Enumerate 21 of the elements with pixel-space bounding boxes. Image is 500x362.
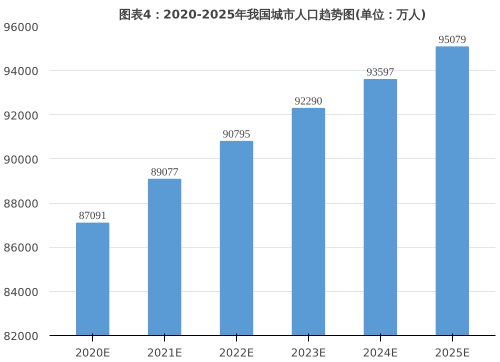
data-label: 89077	[150, 166, 179, 178]
y-tick-label: 92000	[4, 109, 39, 122]
data-label: 93597	[366, 66, 395, 79]
chart-title: 图表4：2020-2025年我国城市人口趋势图(单位：万人)	[118, 8, 426, 22]
data-label: 95079	[438, 34, 467, 46]
x-tick-label: 2020E	[75, 346, 110, 360]
data-label: 90795	[222, 128, 251, 140]
y-tick-label: 90000	[4, 153, 39, 166]
x-tick-label: 2023E	[290, 346, 326, 360]
y-tick-label: 86000	[4, 242, 39, 255]
data-label: 92290	[294, 95, 323, 108]
x-tick-label: 2024E	[362, 346, 398, 360]
y-tick-label: 96000	[4, 21, 39, 34]
y-tick-label: 94000	[4, 65, 39, 78]
x-tick-label: 2021E	[147, 346, 182, 360]
y-tick-label: 84000	[4, 286, 39, 299]
y-tick-label: 82000	[4, 330, 39, 343]
x-tick-label: 2022E	[219, 346, 254, 360]
data-label: 87091	[78, 210, 106, 222]
x-tick-label: 2025E	[434, 346, 470, 360]
y-tick-label: 88000	[4, 198, 39, 211]
